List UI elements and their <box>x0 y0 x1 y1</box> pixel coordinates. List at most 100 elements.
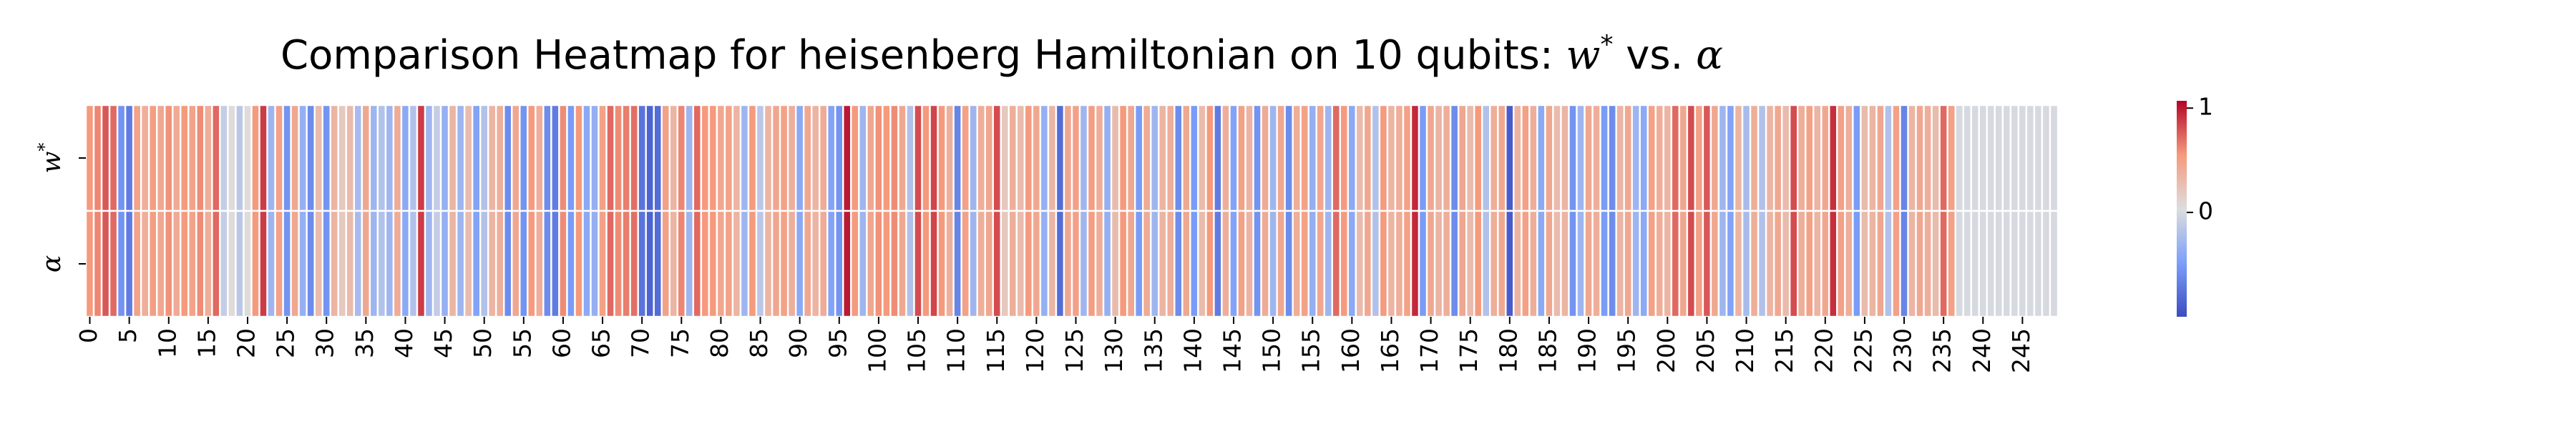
x-tick-label-115: 115 <box>982 328 1010 373</box>
cell-alpha-229 <box>1891 209 1901 318</box>
x-tick-label-240: 240 <box>1968 328 1996 373</box>
cell-alpha-196 <box>1631 209 1641 318</box>
cell-w-star-186 <box>1552 104 1562 212</box>
cell-w-star-35 <box>361 104 371 212</box>
cell-w-star-164 <box>1378 104 1389 212</box>
cell-alpha-175 <box>1465 209 1475 318</box>
cell-w-star-158 <box>1331 104 1342 212</box>
cell-w-star-125 <box>1070 104 1081 212</box>
cell-alpha-14 <box>195 209 205 318</box>
cell-alpha-239 <box>1970 209 1980 318</box>
cell-w-star-146 <box>1236 104 1246 212</box>
cell-w-star-178 <box>1489 104 1499 212</box>
cell-w-star-51 <box>487 104 497 212</box>
cell-alpha-237 <box>1954 209 1964 318</box>
cell-alpha-9 <box>156 209 166 318</box>
cell-alpha-184 <box>1536 209 1546 318</box>
cell-alpha-32 <box>337 209 347 318</box>
cell-w-star-22 <box>258 104 268 212</box>
cell-w-star-102 <box>889 104 899 212</box>
cell-w-star-168 <box>1410 104 1420 212</box>
cell-w-star-21 <box>250 104 260 212</box>
cell-alpha-116 <box>1000 209 1010 318</box>
cell-w-star-241 <box>1986 104 1996 212</box>
cell-alpha-1 <box>92 209 103 318</box>
cell-alpha-48 <box>463 209 474 318</box>
cell-w-star-127 <box>1086 104 1097 212</box>
cell-w-star-226 <box>1868 104 1878 212</box>
cell-w-star-29 <box>313 104 323 212</box>
cell-w-star-174 <box>1457 104 1468 212</box>
cell-alpha-209 <box>1733 209 1744 318</box>
cell-w-star-196 <box>1631 104 1641 212</box>
cell-alpha-92 <box>811 209 821 318</box>
cell-w-star-66 <box>605 104 615 212</box>
cell-alpha-161 <box>1355 209 1365 318</box>
cell-alpha-125 <box>1070 209 1081 318</box>
cell-w-star-199 <box>1654 104 1665 212</box>
cell-w-star-69 <box>629 104 639 212</box>
cell-w-star-50 <box>479 104 489 212</box>
cell-alpha-35 <box>361 209 371 318</box>
cell-alpha-105 <box>913 209 923 318</box>
cell-alpha-111 <box>960 209 970 318</box>
cell-w-star-132 <box>1126 104 1136 212</box>
y-label-alpha: α <box>37 255 67 272</box>
cell-alpha-212 <box>1757 209 1767 318</box>
cell-alpha-49 <box>471 209 482 318</box>
cell-alpha-64 <box>590 209 600 318</box>
cell-alpha-121 <box>1039 209 1050 318</box>
cell-alpha-248 <box>2041 209 2051 318</box>
cell-alpha-179 <box>1497 209 1507 318</box>
cell-alpha-235 <box>1938 209 1948 318</box>
cell-w-star-19 <box>235 104 245 212</box>
cell-w-star-41 <box>408 104 419 212</box>
x-tick-label-75: 75 <box>666 328 694 358</box>
cell-w-star-55 <box>519 104 529 212</box>
cell-alpha-101 <box>882 209 892 318</box>
cell-w-star-84 <box>747 104 758 212</box>
cell-alpha-33 <box>345 209 356 318</box>
cell-alpha-231 <box>1907 209 1917 318</box>
cell-w-star-151 <box>1276 104 1286 212</box>
x-tick-label-135: 135 <box>1139 328 1167 373</box>
cell-alpha-56 <box>527 209 537 318</box>
cell-alpha-59 <box>550 209 560 318</box>
cell-alpha-122 <box>1047 209 1058 318</box>
cell-alpha-78 <box>700 209 711 318</box>
x-tick-label-140: 140 <box>1179 328 1206 373</box>
cell-w-star-115 <box>992 104 1002 212</box>
cell-alpha-128 <box>1094 209 1105 318</box>
cell-alpha-50 <box>479 209 489 318</box>
cell-w-star-227 <box>1875 104 1885 212</box>
cell-w-star-92 <box>811 104 821 212</box>
cell-w-star-213 <box>1765 104 1775 212</box>
cell-w-star-81 <box>723 104 734 212</box>
cell-w-star-8 <box>147 104 158 212</box>
cell-w-star-89 <box>786 104 797 212</box>
cell-alpha-26 <box>290 209 300 318</box>
cell-w-star-16 <box>211 104 221 212</box>
cell-w-star-147 <box>1244 104 1254 212</box>
cell-w-star-218 <box>1805 104 1815 212</box>
cell-w-star-58 <box>542 104 552 212</box>
cell-alpha-194 <box>1615 209 1625 318</box>
cell-w-star-30 <box>321 104 331 212</box>
cell-alpha-2 <box>100 209 111 318</box>
cell-w-star-242 <box>1994 104 2004 212</box>
cell-w-star-245 <box>2017 104 2028 212</box>
cell-w-star-11 <box>172 104 182 212</box>
cell-alpha-16 <box>211 209 221 318</box>
cell-w-star-1 <box>92 104 103 212</box>
cell-alpha-166 <box>1394 209 1405 318</box>
cell-alpha-224 <box>1852 209 1862 318</box>
cell-alpha-249 <box>2049 209 2059 318</box>
x-tick-label-60: 60 <box>547 328 575 358</box>
cell-alpha-146 <box>1236 209 1246 318</box>
cell-alpha-236 <box>1946 209 1956 318</box>
x-tick-label-170: 170 <box>1415 328 1443 373</box>
cell-alpha-17 <box>219 209 229 318</box>
cell-alpha-135 <box>1150 209 1160 318</box>
cell-alpha-10 <box>164 209 174 318</box>
cell-alpha-21 <box>250 209 260 318</box>
